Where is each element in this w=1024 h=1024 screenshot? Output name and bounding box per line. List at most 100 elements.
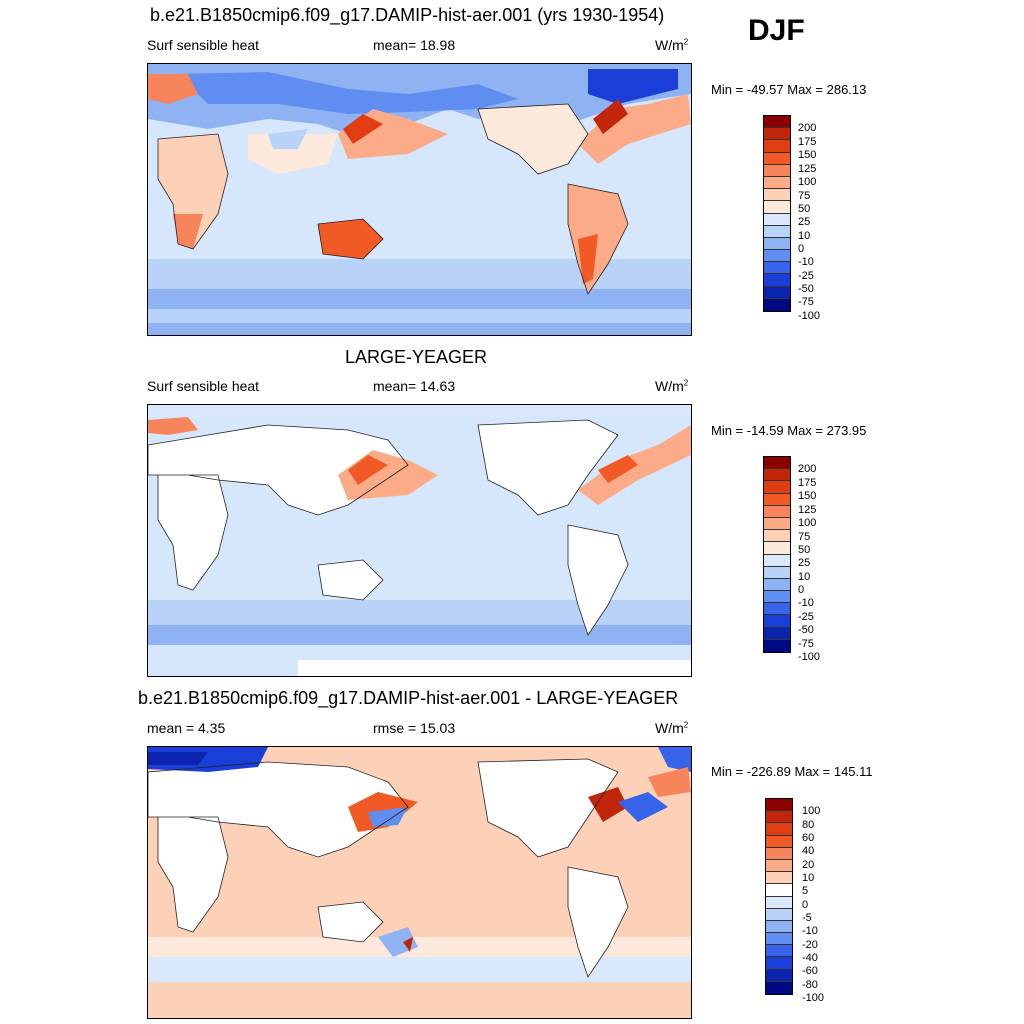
panel-2-mean-label: mean= 14.63 [373, 378, 456, 394]
colorbar-swatch [766, 957, 792, 970]
panel-1-title: b.e21.B1850cmip6.f09_g17.DAMIP-hist-aer.… [150, 5, 665, 25]
colorbar-swatch [764, 274, 790, 287]
colorbar-tick-label: -20 [802, 939, 818, 951]
colorbar-swatch [764, 603, 790, 616]
colorbar-swatch [764, 286, 790, 299]
panel-1-mean-label: mean= 18.98 [373, 37, 456, 53]
panel-1-minmax: Min = -49.57 Max = 286.13 [711, 82, 867, 97]
colorbar-swatch [766, 920, 792, 934]
colorbar-tick-label: 40 [802, 845, 815, 857]
panel-3-rmse-label: rmse = 15.03 [373, 720, 456, 736]
colorbar-tick-label: 10 [798, 230, 811, 242]
colorbar-swatch [764, 201, 790, 214]
colorbar-tick-label: 50 [798, 203, 811, 215]
colorbar-tick-label: -25 [798, 270, 814, 282]
colorbar-swatch [764, 116, 790, 129]
colorbar-swatch [766, 799, 792, 812]
colorbar-tick-label: 75 [798, 531, 811, 543]
colorbar-tick-label: 200 [798, 122, 817, 134]
colorbar-swatch [766, 823, 792, 836]
panel-3-mean-label: mean = 4.35 [147, 720, 226, 736]
colorbar-swatch [766, 981, 792, 994]
colorbar-tick-label: -50 [798, 283, 814, 295]
panel-3-title: b.e21.B1850cmip6.f09_g17.DAMIP-hist-aer.… [138, 688, 679, 708]
colorbar-swatch [766, 908, 792, 921]
colorbar-swatch [766, 969, 792, 982]
colorbar-swatch [764, 140, 790, 153]
panel-2-minmax: Min = -14.59 Max = 273.95 [711, 423, 867, 438]
colorbar-swatch [764, 505, 790, 518]
colorbar-swatch [764, 213, 790, 226]
colorbar-tick-label: 10 [802, 872, 815, 884]
panel-3-map [147, 746, 692, 1019]
season-label: DJF [748, 14, 805, 47]
colorbar-swatch [766, 835, 792, 848]
colorbar-tick-label: 10 [798, 571, 811, 583]
colorbar-tick-label: 100 [802, 805, 821, 817]
colorbar-swatch [766, 945, 792, 958]
colorbar-tick-label: 0 [798, 243, 805, 255]
colorbar-tick-label: -50 [798, 624, 814, 636]
colorbar-tick-label: 20 [802, 859, 815, 871]
colorbar-swatch [766, 872, 792, 885]
panel-2-units: W/m2 [655, 378, 689, 394]
colorbar-tick-label: 80 [802, 819, 815, 831]
colorbar-swatch [764, 469, 790, 482]
colorbar-swatch [764, 237, 790, 251]
colorbar-tick-label: 100 [798, 517, 817, 529]
colorbar-swatch [764, 517, 790, 531]
colorbar-swatch [764, 128, 790, 141]
colorbar-swatch [766, 811, 792, 824]
panel-2-variable-label: Surf sensible heat [147, 378, 260, 394]
colorbar-swatch [764, 152, 790, 165]
colorbar-swatch [766, 933, 792, 946]
colorbar-swatch [764, 225, 790, 238]
colorbar-tick-label: -100 [798, 651, 821, 663]
colorbar-swatch [764, 164, 790, 177]
colorbar-tick-label: -10 [802, 925, 818, 937]
colorbar-tick-label: 50 [798, 544, 811, 556]
colorbar-tick-label: 5 [802, 885, 809, 897]
colorbar-tick-label: -100 [798, 310, 821, 322]
colorbar-tick-label: -5 [802, 912, 812, 924]
colorbar-tick-label: 150 [798, 149, 817, 161]
colorbar-tick-label: 25 [798, 216, 811, 228]
colorbar-swatch [764, 591, 790, 604]
colorbar-tick-label: 0 [802, 899, 809, 911]
colorbar-tick-label: 175 [798, 136, 817, 148]
colorbar-swatch [764, 493, 790, 506]
colorbar-swatch [764, 298, 790, 311]
colorbar-swatch [764, 566, 790, 579]
colorbar-tick-label: 125 [798, 504, 817, 516]
colorbar-tick-label: -10 [798, 597, 814, 609]
colorbar-tick-label: -10 [798, 256, 814, 268]
colorbar-tick-label: -60 [802, 965, 818, 977]
colorbar-tick-label: -75 [798, 296, 814, 308]
colorbar-swatch [764, 542, 790, 555]
panel-1-variable-label: Surf sensible heat [147, 37, 260, 53]
colorbar-swatch [764, 530, 790, 543]
colorbar-swatch [766, 884, 792, 897]
colorbar-tick-label: 100 [798, 176, 817, 188]
colorbar-tick-label: 0 [798, 584, 805, 596]
colorbar-tick-label: -75 [798, 638, 814, 650]
colorbar-tick-label: 25 [798, 557, 811, 569]
colorbar-swatch [764, 578, 790, 592]
colorbar-swatch [764, 615, 790, 628]
panel-3-minmax: Min = -226.89 Max = 145.11 [711, 764, 873, 779]
colorbar-swatch [766, 896, 792, 909]
colorbar-swatch [764, 554, 790, 567]
colorbar-tick-label: -100 [802, 992, 825, 1004]
colorbar-swatch [766, 847, 792, 860]
colorbar-tick-label: 150 [798, 490, 817, 502]
colorbar-swatch [764, 627, 790, 640]
panel-2-title: LARGE-YEAGER [345, 347, 488, 367]
panel-1-map [147, 63, 692, 336]
colorbar-swatch [764, 639, 790, 652]
colorbar-swatch [764, 189, 790, 202]
colorbar-tick-label: 175 [798, 477, 817, 489]
panel-3-colorbar [765, 798, 793, 995]
colorbar-tick-label: 125 [798, 163, 817, 175]
colorbar-swatch [764, 250, 790, 263]
colorbar-tick-label: 200 [798, 463, 817, 475]
